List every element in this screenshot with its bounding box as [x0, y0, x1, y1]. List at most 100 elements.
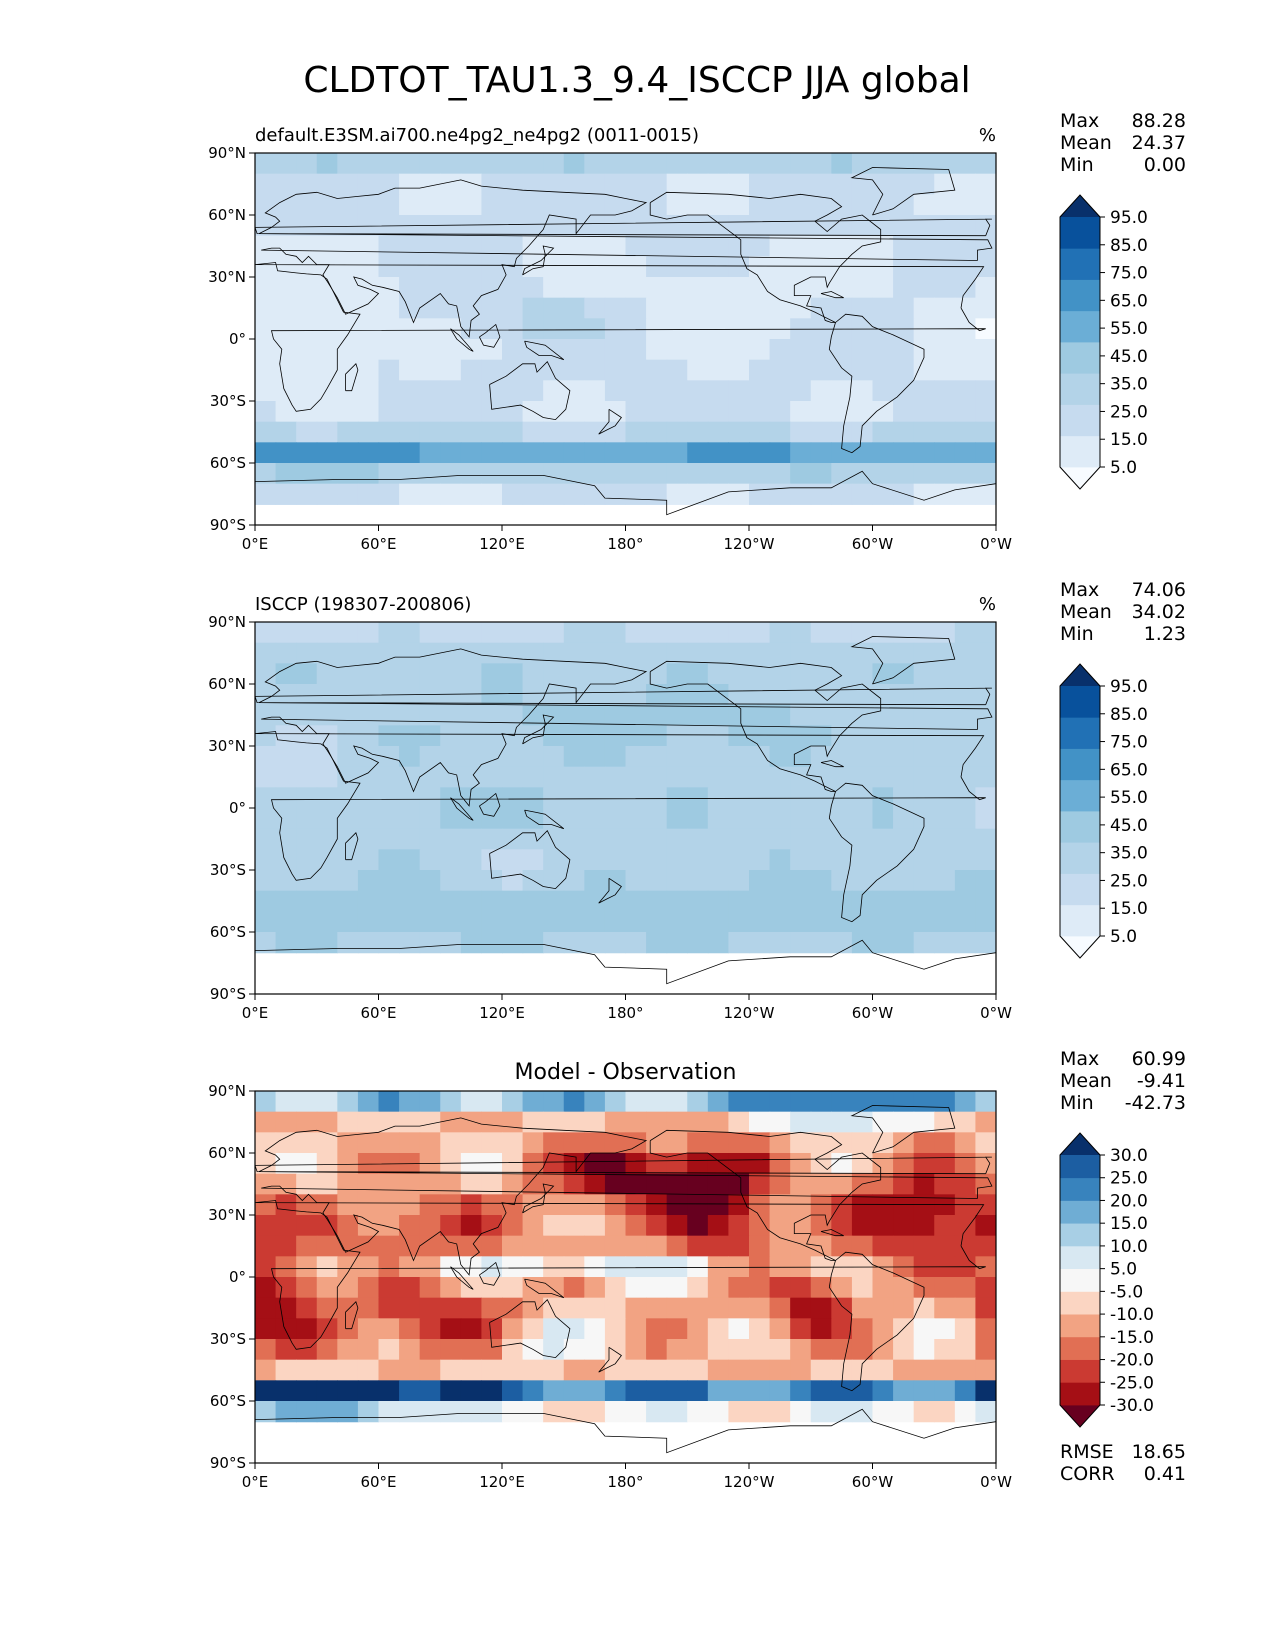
panel-left-title: ISCCP (198307-200806) [255, 594, 471, 615]
colorbar-tick-label: -25.0 [1110, 1373, 1154, 1393]
colorbar-tick-label: 95.0 [1110, 677, 1148, 697]
colorbar-segment [1060, 873, 1100, 906]
colorbar-tick-label: 35.0 [1110, 375, 1148, 395]
colorbar-segment [1060, 1245, 1100, 1270]
lat-tick-label: 0° [229, 1268, 246, 1286]
colorbar-tick-label: 25.0 [1110, 871, 1148, 891]
colorbar-segment [1060, 1200, 1100, 1224]
panel-center-title: Model - Observation [515, 1060, 737, 1085]
colorbar-segment [1060, 686, 1100, 718]
colorbar-tick-label: 25.0 [1110, 1169, 1148, 1189]
lon-tick-label: 180° [607, 535, 643, 553]
lon-tick-label: 0°E [242, 535, 269, 553]
panel-left-title: default.E3SM.ai700.ne4pg2_ne4pg2 (0011-0… [255, 125, 699, 146]
stat-label: Max [1060, 579, 1099, 601]
lat-tick-label: 60°N [208, 1144, 246, 1162]
lat-tick-label: 30°N [208, 1206, 246, 1224]
lat-tick-label: 30°S [210, 861, 246, 879]
colorbar-segment [1060, 904, 1100, 937]
colorbar-tick-label: 45.0 [1110, 816, 1148, 836]
contour-field [255, 622, 996, 994]
colorbar-tick-label: -20.0 [1110, 1351, 1154, 1371]
colorbar-extend-bottom [1060, 467, 1100, 489]
lon-tick-label: 0°E [242, 1004, 269, 1022]
colorbar-extend-top [1060, 1133, 1100, 1155]
lon-tick-label: 60°E [360, 535, 396, 553]
lon-tick-label: 60°W [852, 535, 894, 553]
stat-value: 34.02 [1132, 601, 1186, 623]
extra-stat-label: RMSE [1060, 1441, 1114, 1463]
colorbar-tick-label: 95.0 [1110, 208, 1148, 228]
lon-tick-label: 180° [607, 1004, 643, 1022]
panel-units: % [979, 125, 996, 146]
lon-tick-label: 60°W [852, 1004, 894, 1022]
colorbar-tick-label: 30.0 [1110, 1146, 1148, 1166]
lat-tick-label: 90°S [210, 1454, 246, 1472]
colorbar-tick-label: 20.0 [1110, 1191, 1148, 1211]
lat-tick-label: 90°S [210, 985, 246, 1003]
stat-value: 60.99 [1132, 1048, 1186, 1070]
lon-tick-label: 0°E [242, 1473, 269, 1491]
colorbar-tick-label: -30.0 [1110, 1396, 1154, 1416]
stat-label: Max [1060, 1048, 1099, 1070]
stat-value: -9.41 [1137, 1070, 1186, 1092]
colorbar: 5.0 15.0 25.0 35.0 45.0 55.0 65.0 75.0 85.0 95.0 [1059, 194, 1148, 490]
lon-tick-label: 60°E [360, 1473, 396, 1491]
colorbar-segment [1060, 1336, 1100, 1360]
stat-value: 24.37 [1132, 132, 1186, 154]
lat-tick-label: 30°S [210, 392, 246, 410]
lat-tick-label: 0° [229, 799, 246, 817]
lon-tick-label: 0°W [980, 535, 1012, 553]
colorbar-tick-label: 55.0 [1110, 788, 1148, 808]
colorbar-tick-label: 15.0 [1110, 899, 1148, 919]
colorbar-tick-label: 15.0 [1110, 430, 1148, 450]
stat-label: Mean [1060, 601, 1112, 623]
lon-tick-label: 60°W [852, 1473, 894, 1491]
colorbar-tick-label: 45.0 [1110, 347, 1148, 367]
colorbar-tick-label: 85.0 [1110, 705, 1148, 725]
extra-stat-value: 18.65 [1132, 1441, 1186, 1463]
colorbar-tick-label: 75.0 [1110, 264, 1148, 284]
colorbar-segment [1060, 748, 1100, 781]
colorbar-segment [1060, 1382, 1100, 1406]
colorbar-segment [1060, 373, 1100, 405]
coastlines [255, 636, 996, 985]
panels: 0°E 60°E 120°E 180° 120°W 60°W 0°W 90°N 60°N 30°N… [208, 110, 1186, 1491]
stat-label: Max [1060, 110, 1099, 132]
stat-value: -42.73 [1125, 1092, 1186, 1114]
stat-label: Min [1060, 1092, 1094, 1114]
colorbar-segment [1060, 1177, 1100, 1201]
colorbar-segment [1060, 435, 1100, 468]
colorbar-tick-label: 5.0 [1110, 927, 1137, 947]
lat-tick-label: 60°S [210, 923, 246, 941]
colorbar-extend-top [1060, 195, 1100, 217]
map-panel-model: 0°E 60°E 120°E 180° 120°W 60°W 0°W 90°N 60°N 30°N… [208, 110, 1186, 553]
colorbar-segment [1060, 1223, 1100, 1247]
lat-tick-label: 90°N [208, 144, 246, 162]
colorbar-extend-bottom [1060, 1405, 1100, 1427]
colorbar-extend-top [1060, 664, 1100, 686]
lat-tick-label: 30°S [210, 1330, 246, 1348]
colorbar-segment [1060, 1359, 1100, 1383]
lat-tick-label: 30°N [208, 737, 246, 755]
colorbar-tick-label: 55.0 [1110, 319, 1148, 339]
stat-label: Min [1060, 623, 1094, 645]
lon-tick-label: 120°W [724, 1004, 775, 1022]
lon-tick-label: 60°E [360, 1004, 396, 1022]
map-panel-diff: 0°E 60°E 120°E 180° 120°W 60°W 0°W 90°N 60°N 30°N… [208, 1048, 1186, 1491]
colorbar-segment [1060, 310, 1100, 343]
extra-stat-label: CORR [1060, 1463, 1115, 1485]
extra-stat-value: 0.41 [1144, 1463, 1186, 1485]
lon-tick-label: 120°E [479, 535, 525, 553]
colorbar-tick-label: 25.0 [1110, 402, 1148, 422]
colorbar-segment [1060, 1155, 1100, 1179]
coastlines [255, 1105, 996, 1454]
lat-tick-label: 90°N [208, 1082, 246, 1100]
stat-value: 74.06 [1132, 579, 1186, 601]
colorbar-tick-label: -5.0 [1110, 1282, 1143, 1302]
colorbar-segment [1060, 1291, 1100, 1315]
colorbar-tick-label: 15.0 [1110, 1214, 1148, 1234]
colorbar-tick-label: 65.0 [1110, 760, 1148, 780]
map-panel-obs: 0°E 60°E 120°E 180° 120°W 60°W 0°W 90°N 60°N 30°N… [208, 579, 1186, 1022]
colorbar-segment [1060, 779, 1100, 812]
